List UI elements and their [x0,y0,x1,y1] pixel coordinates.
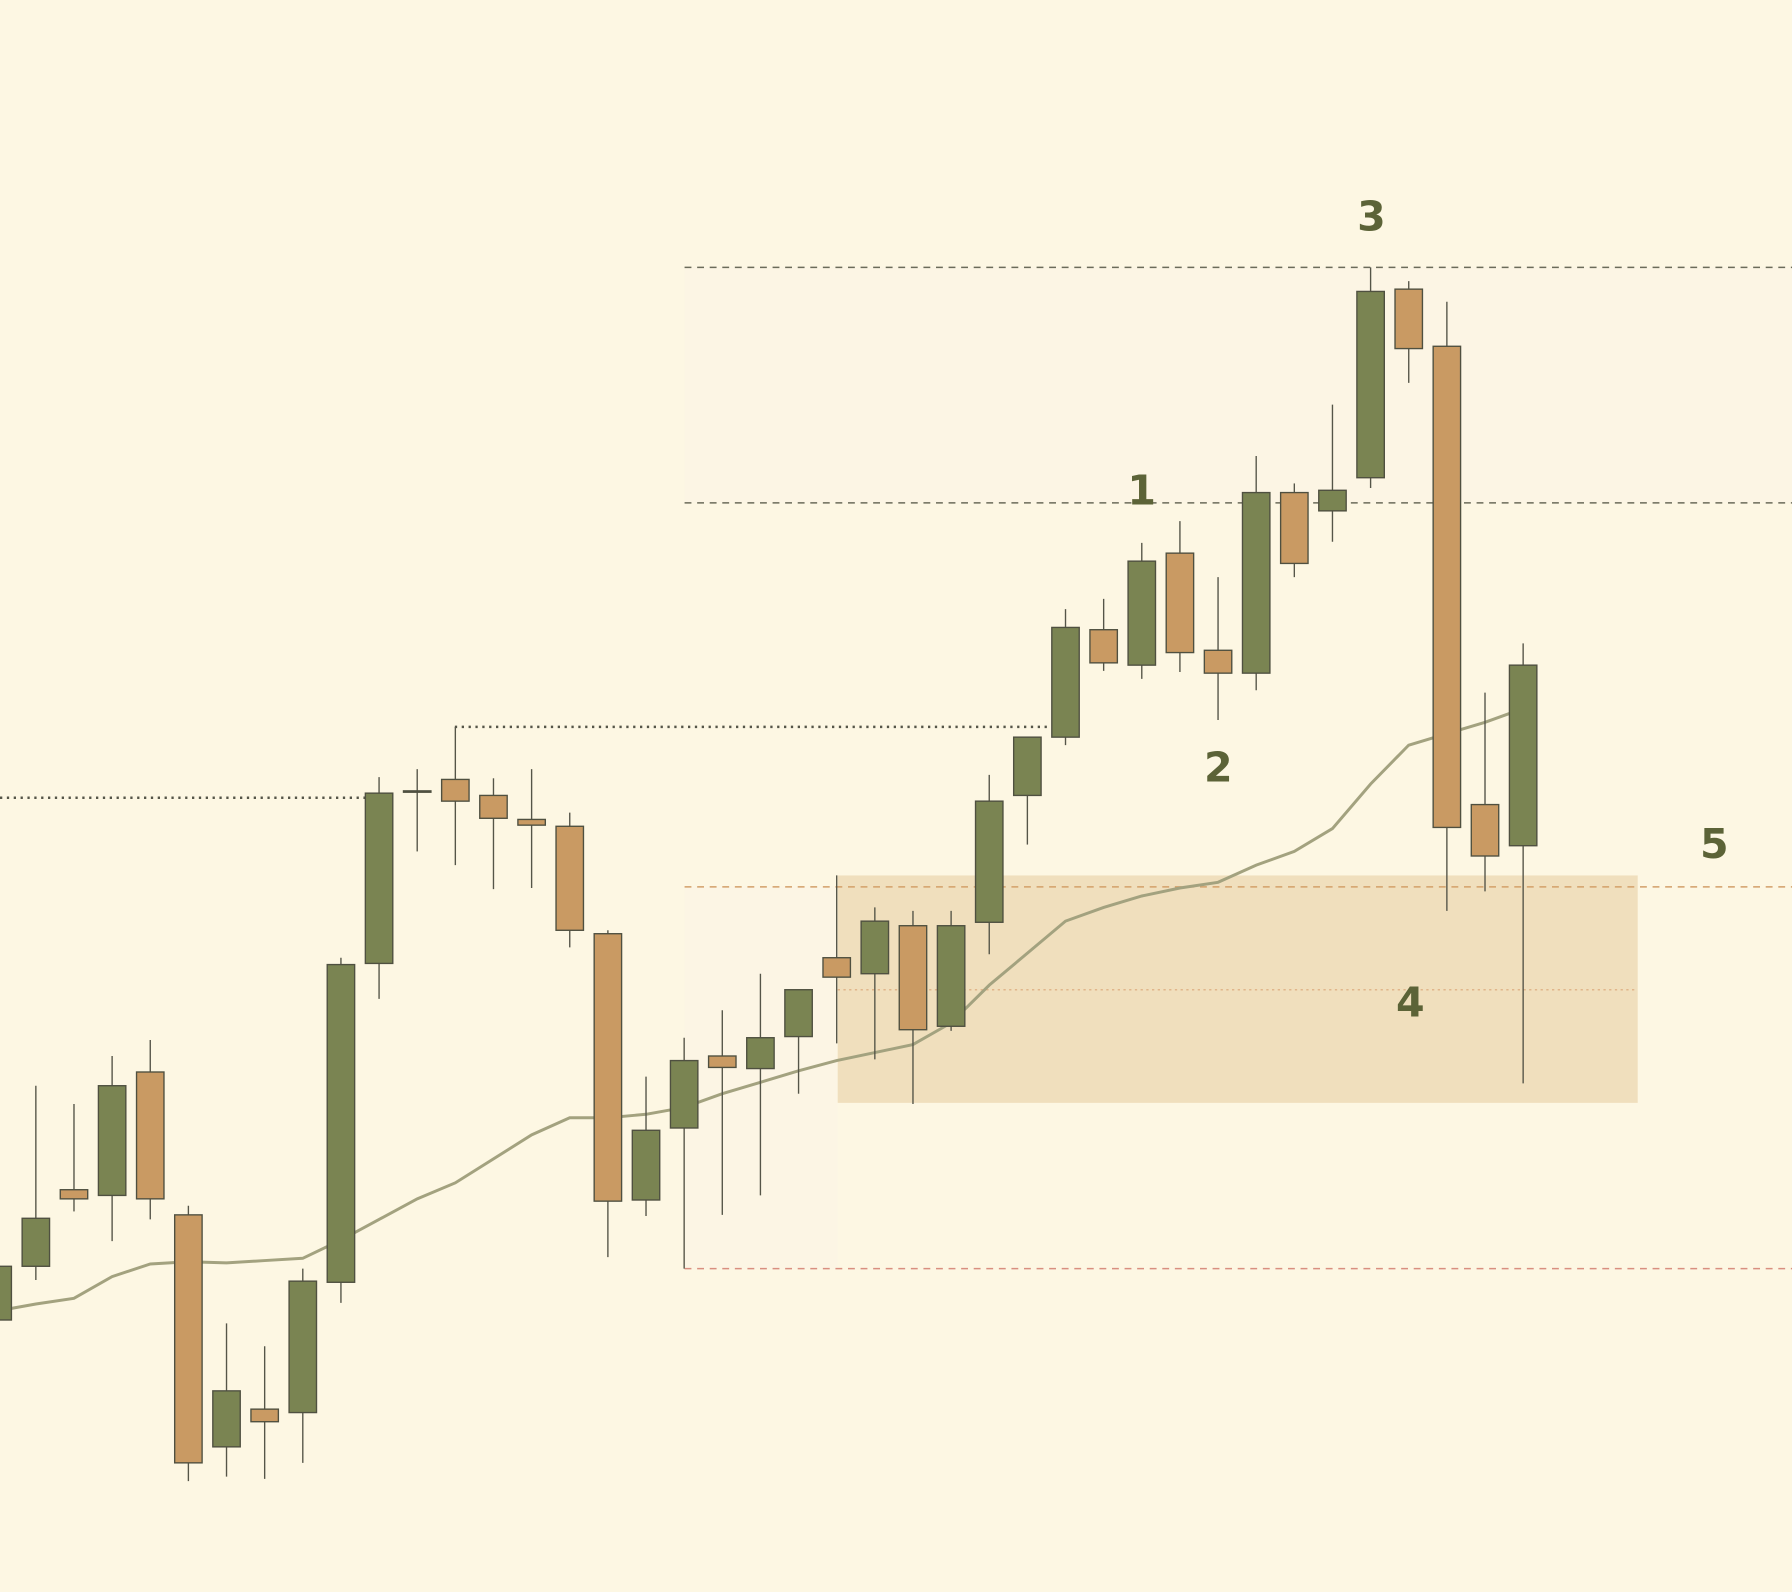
candle-body [1051,626,1080,738]
candle-body [1203,649,1233,674]
candle-body [250,1408,280,1423]
candle-body [479,794,508,819]
candle-body [1089,629,1119,664]
level-layer [0,266,1792,1270]
candle-body [1508,664,1538,847]
candle-body [1470,803,1500,857]
candle-body [0,1265,13,1321]
candle-body [21,1217,51,1267]
candle-body [1165,552,1195,654]
annotation-layer: 1 2 3 4 5 [1127,192,1728,1026]
candle-body [822,957,852,978]
candle-body [212,1390,241,1448]
annotation: 4 [1396,979,1425,1027]
candle-body [974,800,1004,923]
candle-body [440,778,470,802]
candle-body [1241,491,1271,674]
candle-body [1356,290,1385,479]
annotation: 1 [1127,467,1156,515]
candle-body [59,1189,89,1200]
candle-body [1394,288,1424,350]
candle-body [936,925,966,1027]
range-area [684,267,1792,503]
candle-body [898,925,928,1031]
candle-body [402,790,432,793]
candle-body [517,818,547,826]
candle-body [1279,491,1309,565]
candle-body [173,1214,203,1464]
candle-body [326,963,356,1283]
candle-body [860,920,890,975]
candle-body [288,1280,318,1414]
annotation: 2 [1204,743,1233,791]
candle-body [555,825,585,931]
candle-body [1012,736,1042,797]
candle-body [1318,489,1347,512]
candle-body [631,1129,661,1201]
candle-body [135,1071,165,1200]
candle-body [707,1055,737,1069]
range-area [684,886,838,1269]
candle-body [97,1085,127,1197]
candle-body [1127,560,1157,666]
annotation: 3 [1357,192,1386,240]
annotation: 5 [1700,820,1729,868]
candle-body [746,1037,775,1070]
candle-body [593,933,623,1202]
candle-layer [0,267,1538,1482]
candle-body [784,989,813,1038]
candle-body [669,1059,699,1129]
candle-body [364,792,394,965]
candle-body [1432,345,1462,829]
